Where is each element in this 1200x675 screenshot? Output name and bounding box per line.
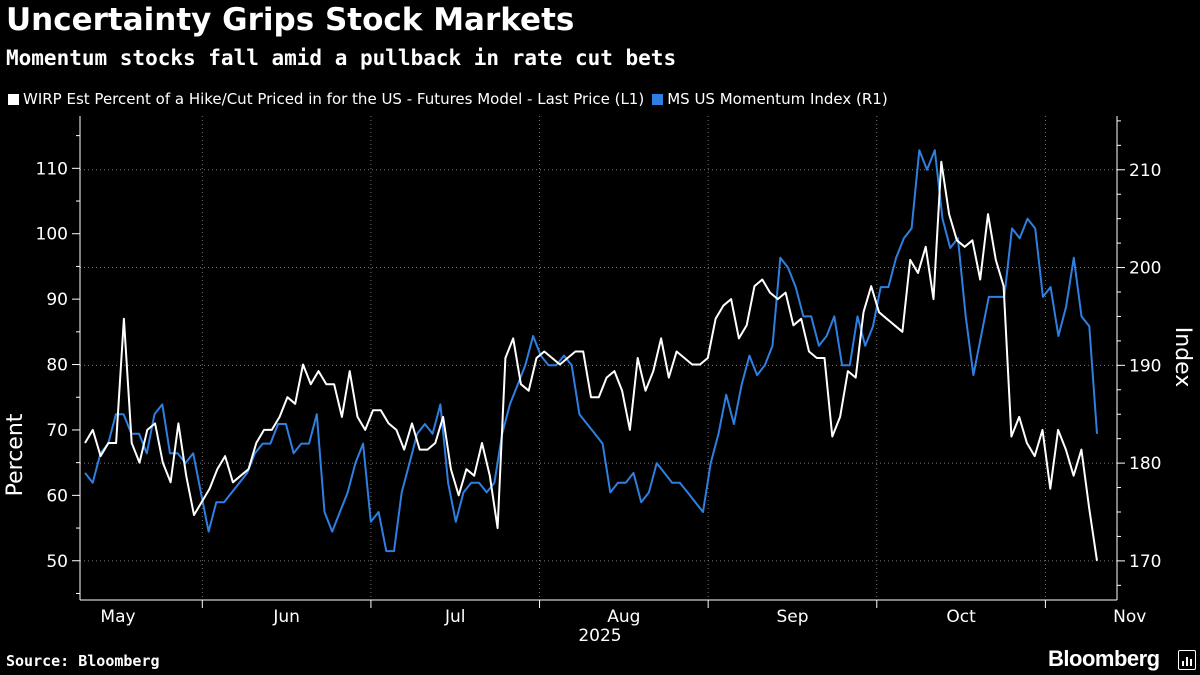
chart-plot: 50 60 70 80 90 100 110 170 180 190 200 210 May Jun J… xyxy=(3,116,1195,646)
right-tick-label: 200 xyxy=(1129,259,1161,279)
x-tick-label: Aug xyxy=(607,607,640,627)
x-tick-label: Oct xyxy=(946,607,976,627)
right-tick-label: 170 xyxy=(1129,552,1161,572)
right-axis-title: Index xyxy=(1170,327,1195,388)
legend-swatch-momentum xyxy=(652,93,664,105)
right-tick-label: 190 xyxy=(1129,356,1161,376)
source-note: Source: Bloomberg xyxy=(6,652,160,670)
left-axis-title: Percent xyxy=(3,413,28,496)
left-tick-label: 80 xyxy=(46,356,68,376)
x-tick-label: Nov xyxy=(1113,607,1146,627)
legend-item-momentum: MS US Momentum Index (R1) xyxy=(652,90,888,108)
chart-title: Uncertainty Grips Stock Markets xyxy=(6,2,575,38)
right-axis: 170 180 190 200 210 xyxy=(1116,116,1161,600)
x-axis: May Jun Jul Aug Sep Oct Nov xyxy=(80,599,1146,627)
x-tick-label: Sep xyxy=(776,607,808,627)
series-line-wirp xyxy=(84,160,1098,561)
right-tick-label: 210 xyxy=(1129,161,1161,181)
legend-label-wirp: WIRP Est Percent of a Hike/Cut Priced in… xyxy=(23,90,645,108)
x-tick-label: May xyxy=(100,607,135,627)
gridlines xyxy=(80,116,1117,600)
right-tick-label: 180 xyxy=(1129,454,1161,474)
left-tick-label: 100 xyxy=(36,225,68,245)
chart-subtitle: Momentum stocks fall amid a pullback in … xyxy=(6,46,677,70)
left-tick-label: 90 xyxy=(46,290,68,310)
left-tick-label: 60 xyxy=(46,486,68,506)
series-line-momentum xyxy=(84,149,1098,553)
bloomberg-logo: Bloomberg xyxy=(1048,646,1160,671)
left-tick-label: 110 xyxy=(36,159,68,179)
series-lines xyxy=(84,149,1098,561)
legend: WIRP Est Percent of a Hike/Cut Priced in… xyxy=(8,90,896,108)
x-tick-label: Jul xyxy=(444,607,466,627)
x-year-label: 2025 xyxy=(578,626,621,646)
legend-item-wirp: WIRP Est Percent of a Hike/Cut Priced in… xyxy=(8,90,644,108)
left-axis: 50 60 70 80 90 100 110 xyxy=(36,116,81,600)
left-tick-label: 50 xyxy=(46,552,68,572)
legend-label-momentum: MS US Momentum Index (R1) xyxy=(667,90,888,108)
bloomberg-chart-icon xyxy=(1178,650,1196,670)
x-tick-label: Jun xyxy=(272,607,300,627)
left-tick-label: 70 xyxy=(46,421,68,441)
legend-swatch-wirp xyxy=(8,93,19,105)
